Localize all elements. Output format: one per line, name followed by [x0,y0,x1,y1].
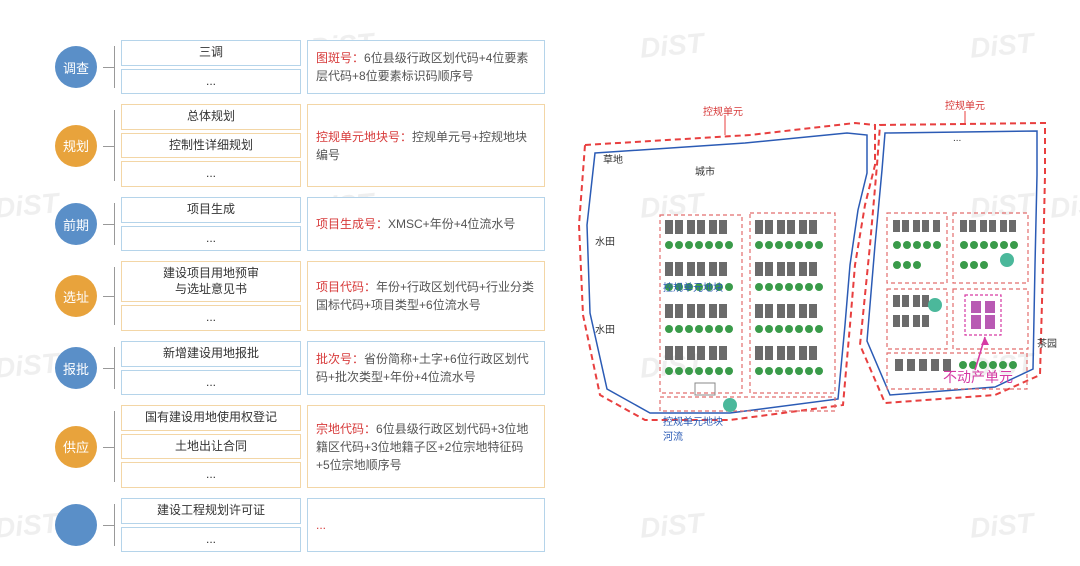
stage-desc-planning: 控规单元地块号：控规单元号+控规地块编号 [307,104,545,187]
stage-row-approval: 报批新增建设用地报批...批次号：省份简称+土字+6位行政区划代码+批次类型+年… [55,341,545,395]
stage-desc-supply: 宗地代码：6位县级行政区划代码+3位地籍区代码+3位地籍子区+2位宗地特征码+5… [307,405,545,488]
stage-items-site: 建设项目用地预审 与选址意见书... [121,261,301,331]
stage-item: 国有建设用地使用权登记 [121,405,301,431]
stage-circle-site: 选址 [55,275,97,317]
stage-item: ... [121,462,301,488]
stage-circle-approval: 报批 [55,347,97,389]
map-label-river: 控规单元地块 河流 [663,413,723,443]
map-label-unit-left: 控规单元 [703,103,743,118]
desc-key: 控规单元地块号： [316,130,412,144]
desc-key: 项目代码： [316,280,376,294]
stage-desc-pre: 项目生成号：XMSC+年份+4位流水号 [307,197,545,251]
stage-item: ... [121,370,301,396]
bracket-icon [103,405,121,488]
bracket-icon [103,341,121,395]
desc-key: 项目生成号： [316,217,388,231]
map-label-plot: 控规单元地块 [663,279,723,294]
process-flow-panel: 调查三调...图斑号：6位县级行政区划代码+4位要素层代码+8位要素标识码顺序号… [55,40,545,562]
map-label-paddy1: 水田 [595,233,615,248]
watermark: DiST [0,347,60,384]
desc-key: ... [316,518,326,532]
bracket-icon [103,104,121,187]
stage-circle-permit [55,504,97,546]
stage-circle-supply: 供应 [55,426,97,468]
stage-desc-approval: 批次号：省份简称+土字+6位行政区划代码+批次类型+年份+4位流水号 [307,341,545,395]
bracket-icon [103,40,121,94]
map-label-city: 城市 [695,163,715,178]
desc-key: 图斑号： [316,51,364,65]
bracket-icon [103,261,121,331]
stage-items-approval: 新增建设用地报批... [121,341,301,395]
stage-circle-pre: 前期 [55,203,97,245]
map-diagram: 控规单元 控规单元 ... 草地 城市 水田 水田 控规单元地块 控规单元地块 … [575,105,1060,450]
stage-item: 建设项目用地预审 与选址意见书 [121,261,301,302]
stage-items-permit: 建设工程规划许可证... [121,498,301,552]
stage-row-site: 选址建设项目用地预审 与选址意见书...项目代码：年份+行政区划代码+行业分类国… [55,261,545,331]
stage-item: ... [121,161,301,187]
stage-items-pre: 项目生成... [121,197,301,251]
stage-circle-survey: 调查 [55,46,97,88]
watermark: DiST [0,187,60,224]
desc-key: 宗地代码： [316,422,376,436]
stage-row-planning: 规划总体规划控制性详细规划...控规单元地块号：控规单元号+控规地块编号 [55,104,545,187]
stage-row-survey: 调查三调...图斑号：6位县级行政区划代码+4位要素层代码+8位要素标识码顺序号 [55,40,545,94]
watermark: DiST [969,507,1035,544]
stage-row-supply: 供应国有建设用地使用权登记土地出让合同...宗地代码：6位县级行政区划代码+3位… [55,405,545,488]
map-label-grass: 草地 [603,151,623,166]
stage-item: ... [121,527,301,553]
map-label-paddy2: 水田 [595,321,615,336]
stage-desc-site: 项目代码：年份+行政区划代码+行业分类国标代码+项目类型+6位流水号 [307,261,545,331]
stage-items-survey: 三调... [121,40,301,94]
stage-desc-permit: ... [307,498,545,552]
stage-items-supply: 国有建设用地使用权登记土地出让合同... [121,405,301,488]
stage-item: 总体规划 [121,104,301,130]
stage-item: 项目生成 [121,197,301,223]
stage-item: 三调 [121,40,301,66]
watermark: DiST [639,507,705,544]
stage-item: 建设工程规划许可证 [121,498,301,524]
map-svg [575,105,1060,450]
stage-items-planning: 总体规划控制性详细规划... [121,104,301,187]
map-label-callout: 不动产单元 [943,367,1013,387]
map-label-unit-right: 控规单元 [945,97,985,112]
map-label-tea: 茶园 [1037,335,1057,350]
stage-row-permit: 建设工程规划许可证...... [55,498,545,552]
watermark: DiST [0,507,60,544]
watermark: DiST [639,27,705,64]
desc-key: 批次号： [316,352,364,366]
watermark: DiST [969,27,1035,64]
stage-item: 新增建设用地报批 [121,341,301,367]
stage-desc-survey: 图斑号：6位县级行政区划代码+4位要素层代码+8位要素标识码顺序号 [307,40,545,94]
desc-body: XMSC+年份+4位流水号 [388,217,515,231]
stage-item: 控制性详细规划 [121,133,301,159]
stage-item: ... [121,226,301,252]
bracket-icon [103,197,121,251]
stage-item: ... [121,305,301,331]
map-label-ellipsis: ... [953,133,961,144]
bracket-icon [103,498,121,552]
stage-circle-planning: 规划 [55,125,97,167]
stage-item: 土地出让合同 [121,434,301,460]
stage-item: ... [121,69,301,95]
stage-row-pre: 前期项目生成...项目生成号：XMSC+年份+4位流水号 [55,197,545,251]
